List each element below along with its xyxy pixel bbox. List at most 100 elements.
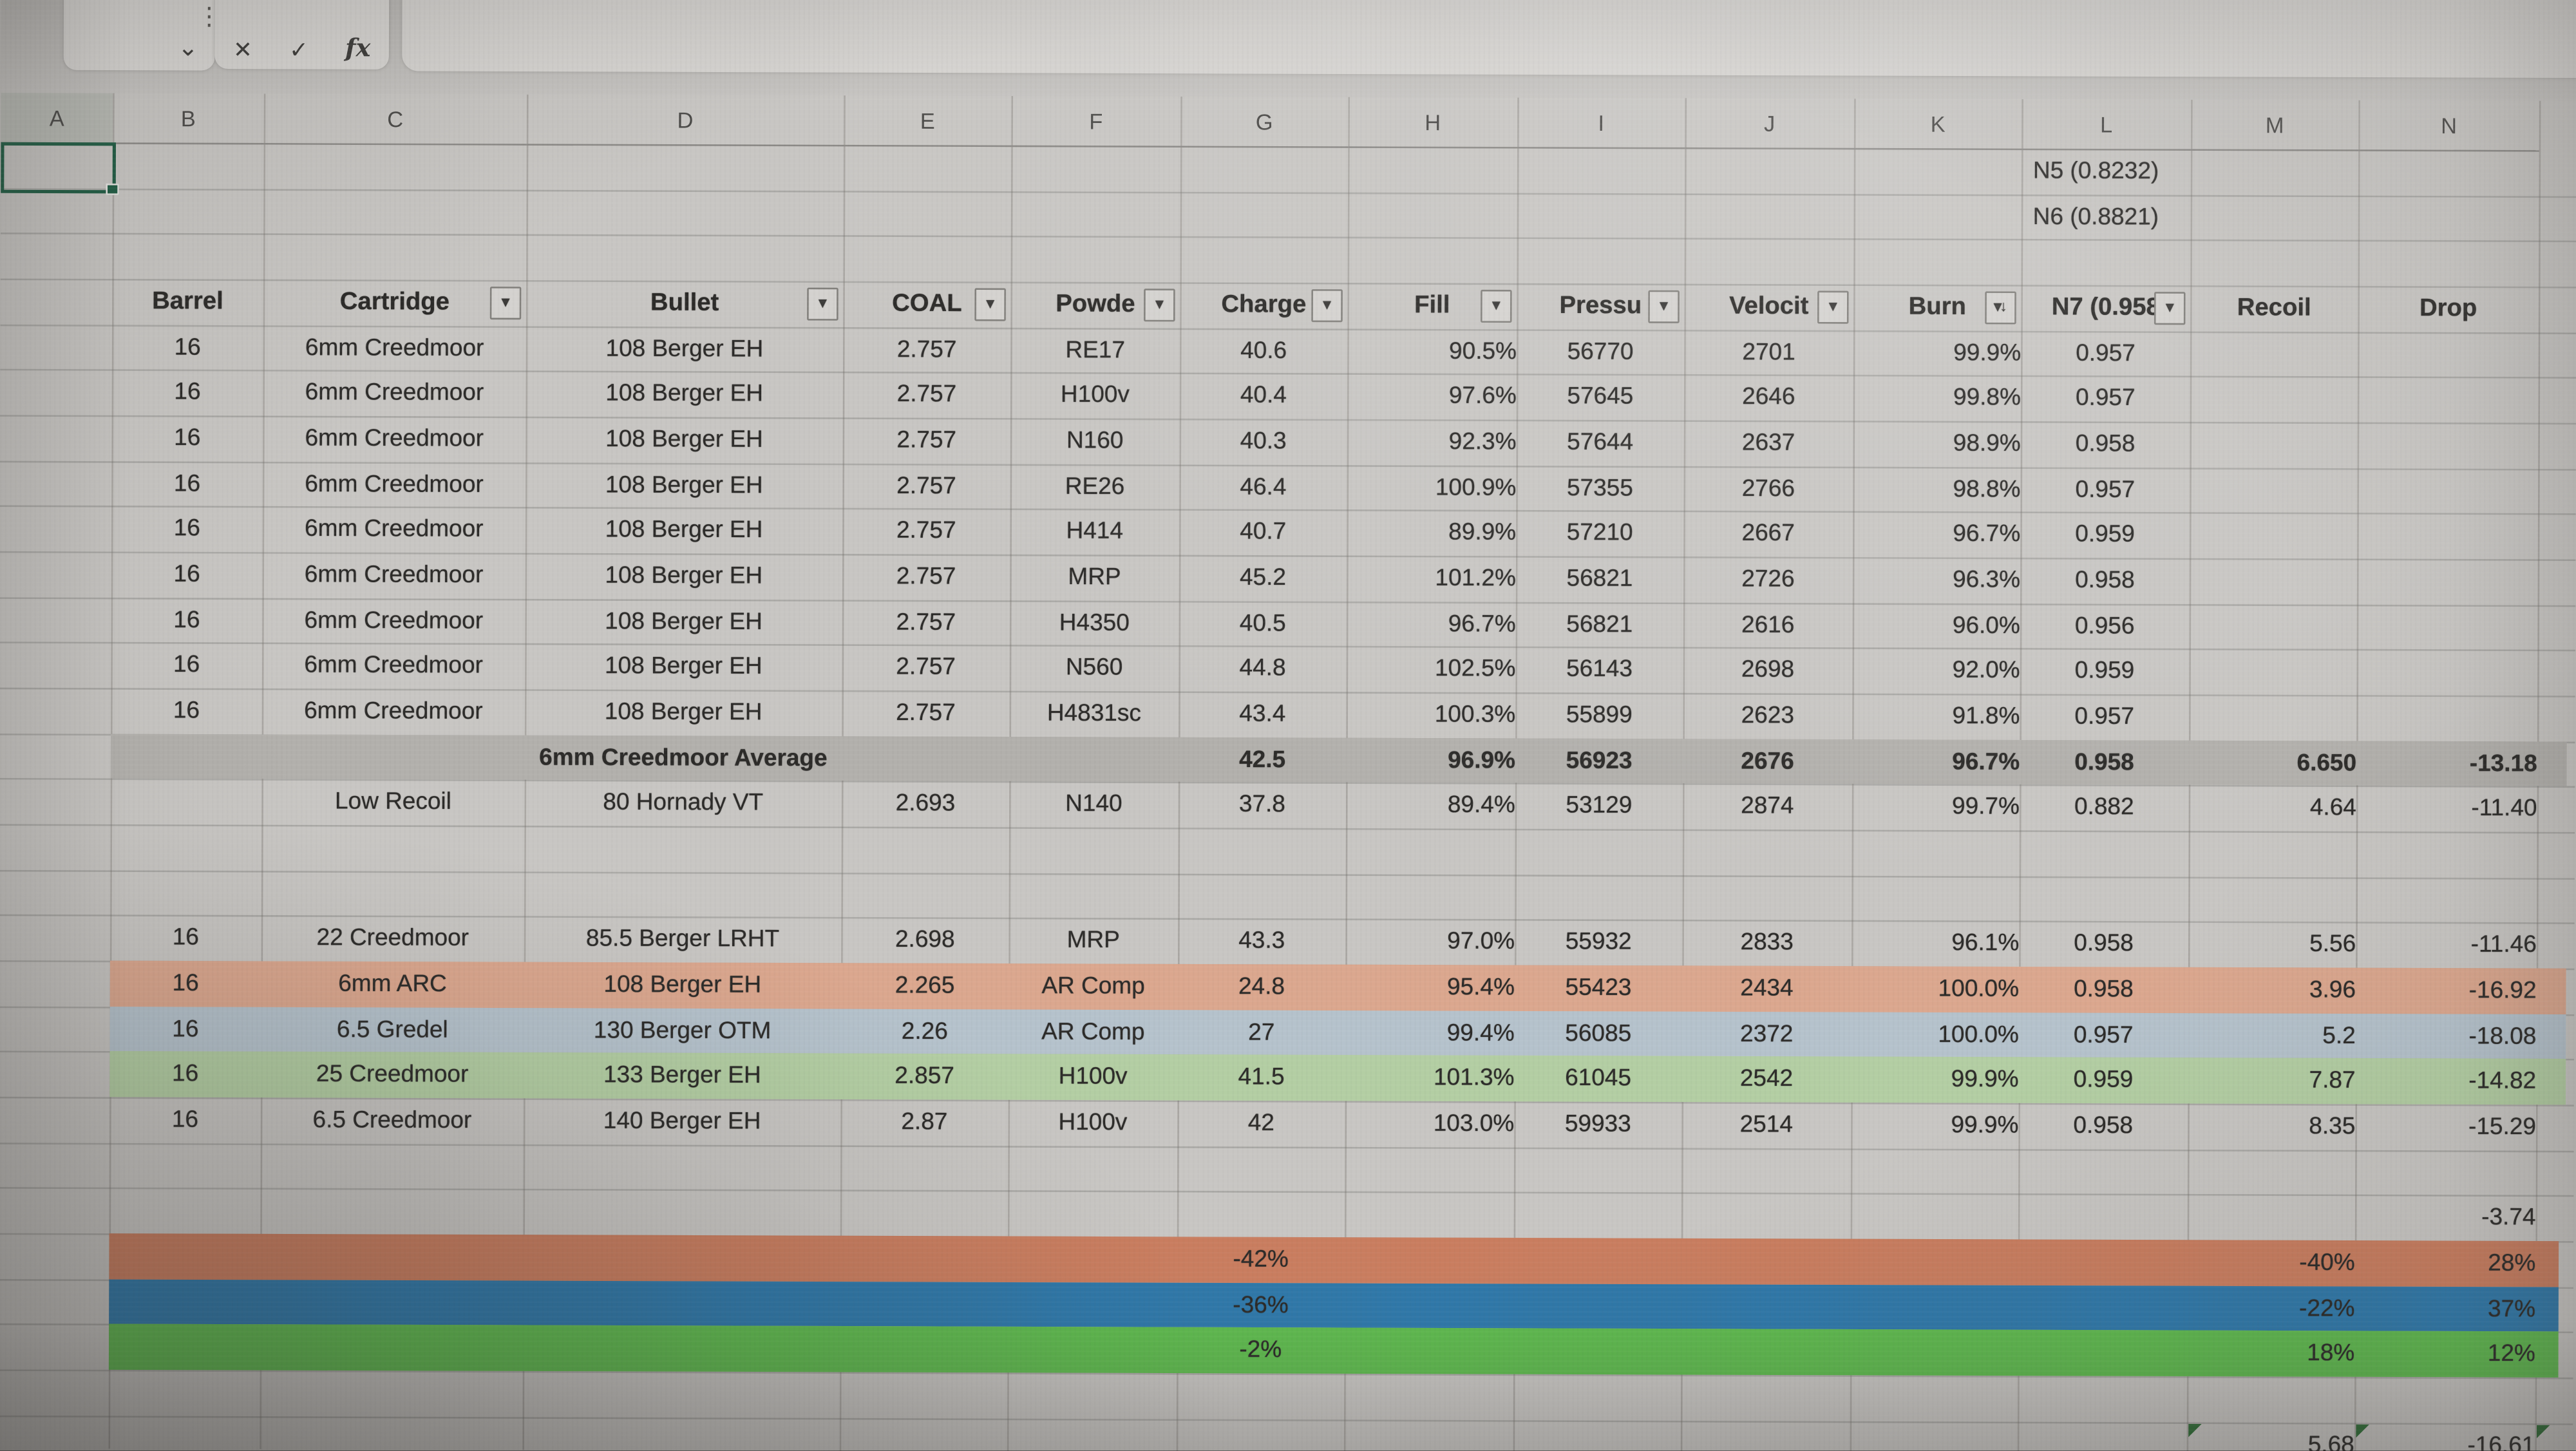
cell-c15[interactable]: Low Recoil [334, 789, 451, 816]
cell-d21[interactable]: 133 Berger EH [603, 1063, 761, 1090]
cell-n22[interactable]: -15.29 [2468, 1114, 2537, 1141]
cell-g10[interactable]: 45.2 [1239, 564, 1287, 592]
cell-l12[interactable]: 0.959 [2074, 658, 2135, 685]
cell-f13[interactable]: H4831sc [1046, 700, 1141, 728]
cell-g11[interactable]: 40.5 [1239, 610, 1286, 637]
cell-f9[interactable]: H414 [1066, 518, 1124, 545]
cell-b4[interactable]: Barrel [112, 279, 263, 325]
cell-b5[interactable]: 16 [174, 334, 201, 361]
column-header-l[interactable]: L [2022, 99, 2192, 151]
cell-l6[interactable]: 0.957 [2075, 385, 2136, 412]
cell-e22[interactable]: 2.87 [901, 1109, 948, 1136]
cell-f18[interactable]: MRP [1066, 927, 1120, 954]
cell-j18[interactable]: 2833 [1740, 930, 1794, 957]
cell-n29[interactable]: -16.61 [2467, 1432, 2535, 1451]
cell-f12[interactable]: N560 [1065, 655, 1123, 682]
cell-b11[interactable]: 16 [173, 607, 200, 634]
cell-i13[interactable]: 55899 [1566, 702, 1633, 729]
filter-button[interactable]: ▾ [1311, 289, 1343, 322]
cell-c11[interactable]: 6mm Creedmoor [304, 607, 484, 634]
cell-j13[interactable]: 2623 [1741, 703, 1795, 730]
cell-j5[interactable]: 2701 [1742, 339, 1795, 366]
sort-descending-filter-button[interactable]: ▾ ↓ [1985, 290, 2016, 325]
column-header-a[interactable]: A [1, 93, 113, 144]
cell-f6[interactable]: H100v [1060, 382, 1130, 409]
cell-d6[interactable]: 108 Berger EH [605, 381, 764, 408]
cell-j4[interactable]: Velocit ▾ [1684, 284, 1853, 330]
cell-e8[interactable]: 2.757 [896, 473, 956, 500]
cell-n19[interactable]: -16.92 [2468, 978, 2537, 1005]
filter-button[interactable]: ▾ [2154, 291, 2186, 325]
cell-j8[interactable]: 2766 [1741, 475, 1795, 502]
cell-b22[interactable]: 16 [171, 1106, 199, 1133]
cell-f5[interactable]: RE17 [1065, 337, 1126, 364]
cell-l4[interactable]: N7 (0.958 ▾ [2021, 285, 2190, 330]
cell-c12[interactable]: 6mm Creedmoor [304, 652, 483, 680]
cell-c22[interactable]: 6.5 Creedmoor [312, 1107, 472, 1135]
cell-d11[interactable]: 108 Berger EH [605, 608, 762, 636]
cell-g19[interactable]: 24.8 [1238, 974, 1285, 1001]
cell-l10[interactable]: 0.958 [2075, 567, 2135, 594]
cell-j6[interactable]: 2646 [1742, 384, 1795, 412]
cell-d20[interactable]: 130 Berger OTM [593, 1017, 772, 1045]
cell-f11[interactable]: H4350 [1059, 609, 1130, 636]
cell-c9[interactable]: 6mm Creedmoor [304, 516, 484, 544]
cell-e4[interactable]: COAL ▾ [843, 281, 1010, 327]
cancel-icon[interactable]: ✕ [232, 36, 253, 62]
cell-d13[interactable]: 108 Berger EH [604, 699, 762, 726]
cell-l22[interactable]: 0.958 [2073, 1113, 2134, 1140]
cell-i5[interactable]: 56770 [1567, 338, 1634, 365]
cell-g22[interactable]: 42 [1247, 1110, 1275, 1137]
cell-c21[interactable]: 25 Creedmoor [316, 1061, 469, 1089]
cell-b7[interactable]: 16 [174, 424, 201, 451]
cell-j21[interactable]: 2542 [1739, 1066, 1794, 1093]
cell-n20[interactable]: -18.08 [2468, 1023, 2537, 1050]
cell-j11[interactable]: 2616 [1741, 611, 1795, 639]
cell-m19[interactable]: 3.96 [2309, 977, 2356, 1004]
cell-g9[interactable]: 40.7 [1240, 519, 1287, 546]
cell-l2[interactable]: N6 (0.8821) [2032, 204, 2159, 231]
cell-e6[interactable]: 2.757 [896, 381, 957, 409]
cell-d9[interactable]: 108 Berger EH [605, 517, 763, 544]
cell-l9[interactable]: 0.959 [2075, 522, 2135, 549]
cell-e21[interactable]: 2.857 [895, 1063, 954, 1090]
cell-j14[interactable]: 2676 [1741, 748, 1794, 775]
column-header-e[interactable]: E [844, 95, 1012, 147]
cell-g26[interactable]: -36% [1233, 1292, 1289, 1319]
cell-g5[interactable]: 40.6 [1240, 337, 1287, 365]
cell-f8[interactable]: RE26 [1065, 473, 1125, 500]
cell-g20[interactable]: 27 [1248, 1019, 1275, 1046]
cell-n14[interactable]: -13.18 [2469, 750, 2537, 777]
cell-g14[interactable]: 42.5 [1239, 746, 1286, 773]
formula-input[interactable] [402, 0, 2576, 79]
column-header-n[interactable]: N [2358, 100, 2539, 152]
column-header-g[interactable]: G [1180, 96, 1349, 148]
cell-e7[interactable]: 2.757 [896, 427, 957, 454]
cell-c20[interactable]: 6.5 Gredel [336, 1016, 448, 1043]
cell-e9[interactable]: 2.757 [896, 518, 956, 545]
cell-i6[interactable]: 57645 [1567, 384, 1634, 411]
fill-handle[interactable] [106, 183, 118, 196]
filter-button[interactable]: ▾ [489, 286, 522, 319]
cell-n25[interactable]: 28% [2488, 1250, 2536, 1277]
cell-l20[interactable]: 0.957 [2073, 1021, 2134, 1049]
cell-g25[interactable]: -42% [1233, 1246, 1289, 1273]
cell-c13[interactable]: 6mm Creedmoor [304, 698, 483, 725]
cell-d18[interactable]: 85.5 Berger LRHT [585, 926, 780, 954]
cell-i15[interactable]: 53129 [1566, 793, 1633, 820]
cell-i14[interactable]: 56923 [1566, 747, 1633, 775]
name-box-chevron-icon[interactable]: ⌄ [177, 34, 199, 62]
cell-i8[interactable]: 57355 [1566, 475, 1633, 502]
cell-e20[interactable]: 2.26 [901, 1018, 948, 1045]
cell-b9[interactable]: 16 [173, 516, 200, 543]
cell-l7[interactable]: 0.958 [2075, 431, 2136, 458]
filter-button[interactable]: ▾ [1648, 290, 1680, 323]
cell-f19[interactable]: AR Comp [1041, 973, 1145, 1000]
cell-c4[interactable]: Cartridge ▾ [263, 280, 526, 326]
cell-e18[interactable]: 2.698 [895, 927, 955, 954]
cell-i22[interactable]: 59933 [1564, 1111, 1631, 1138]
filter-button[interactable]: ▾ [1481, 289, 1512, 323]
cell-b18[interactable]: 16 [172, 925, 199, 952]
name-box[interactable]: ⌄ [63, 0, 215, 71]
cell-d22[interactable]: 140 Berger EH [603, 1108, 761, 1135]
